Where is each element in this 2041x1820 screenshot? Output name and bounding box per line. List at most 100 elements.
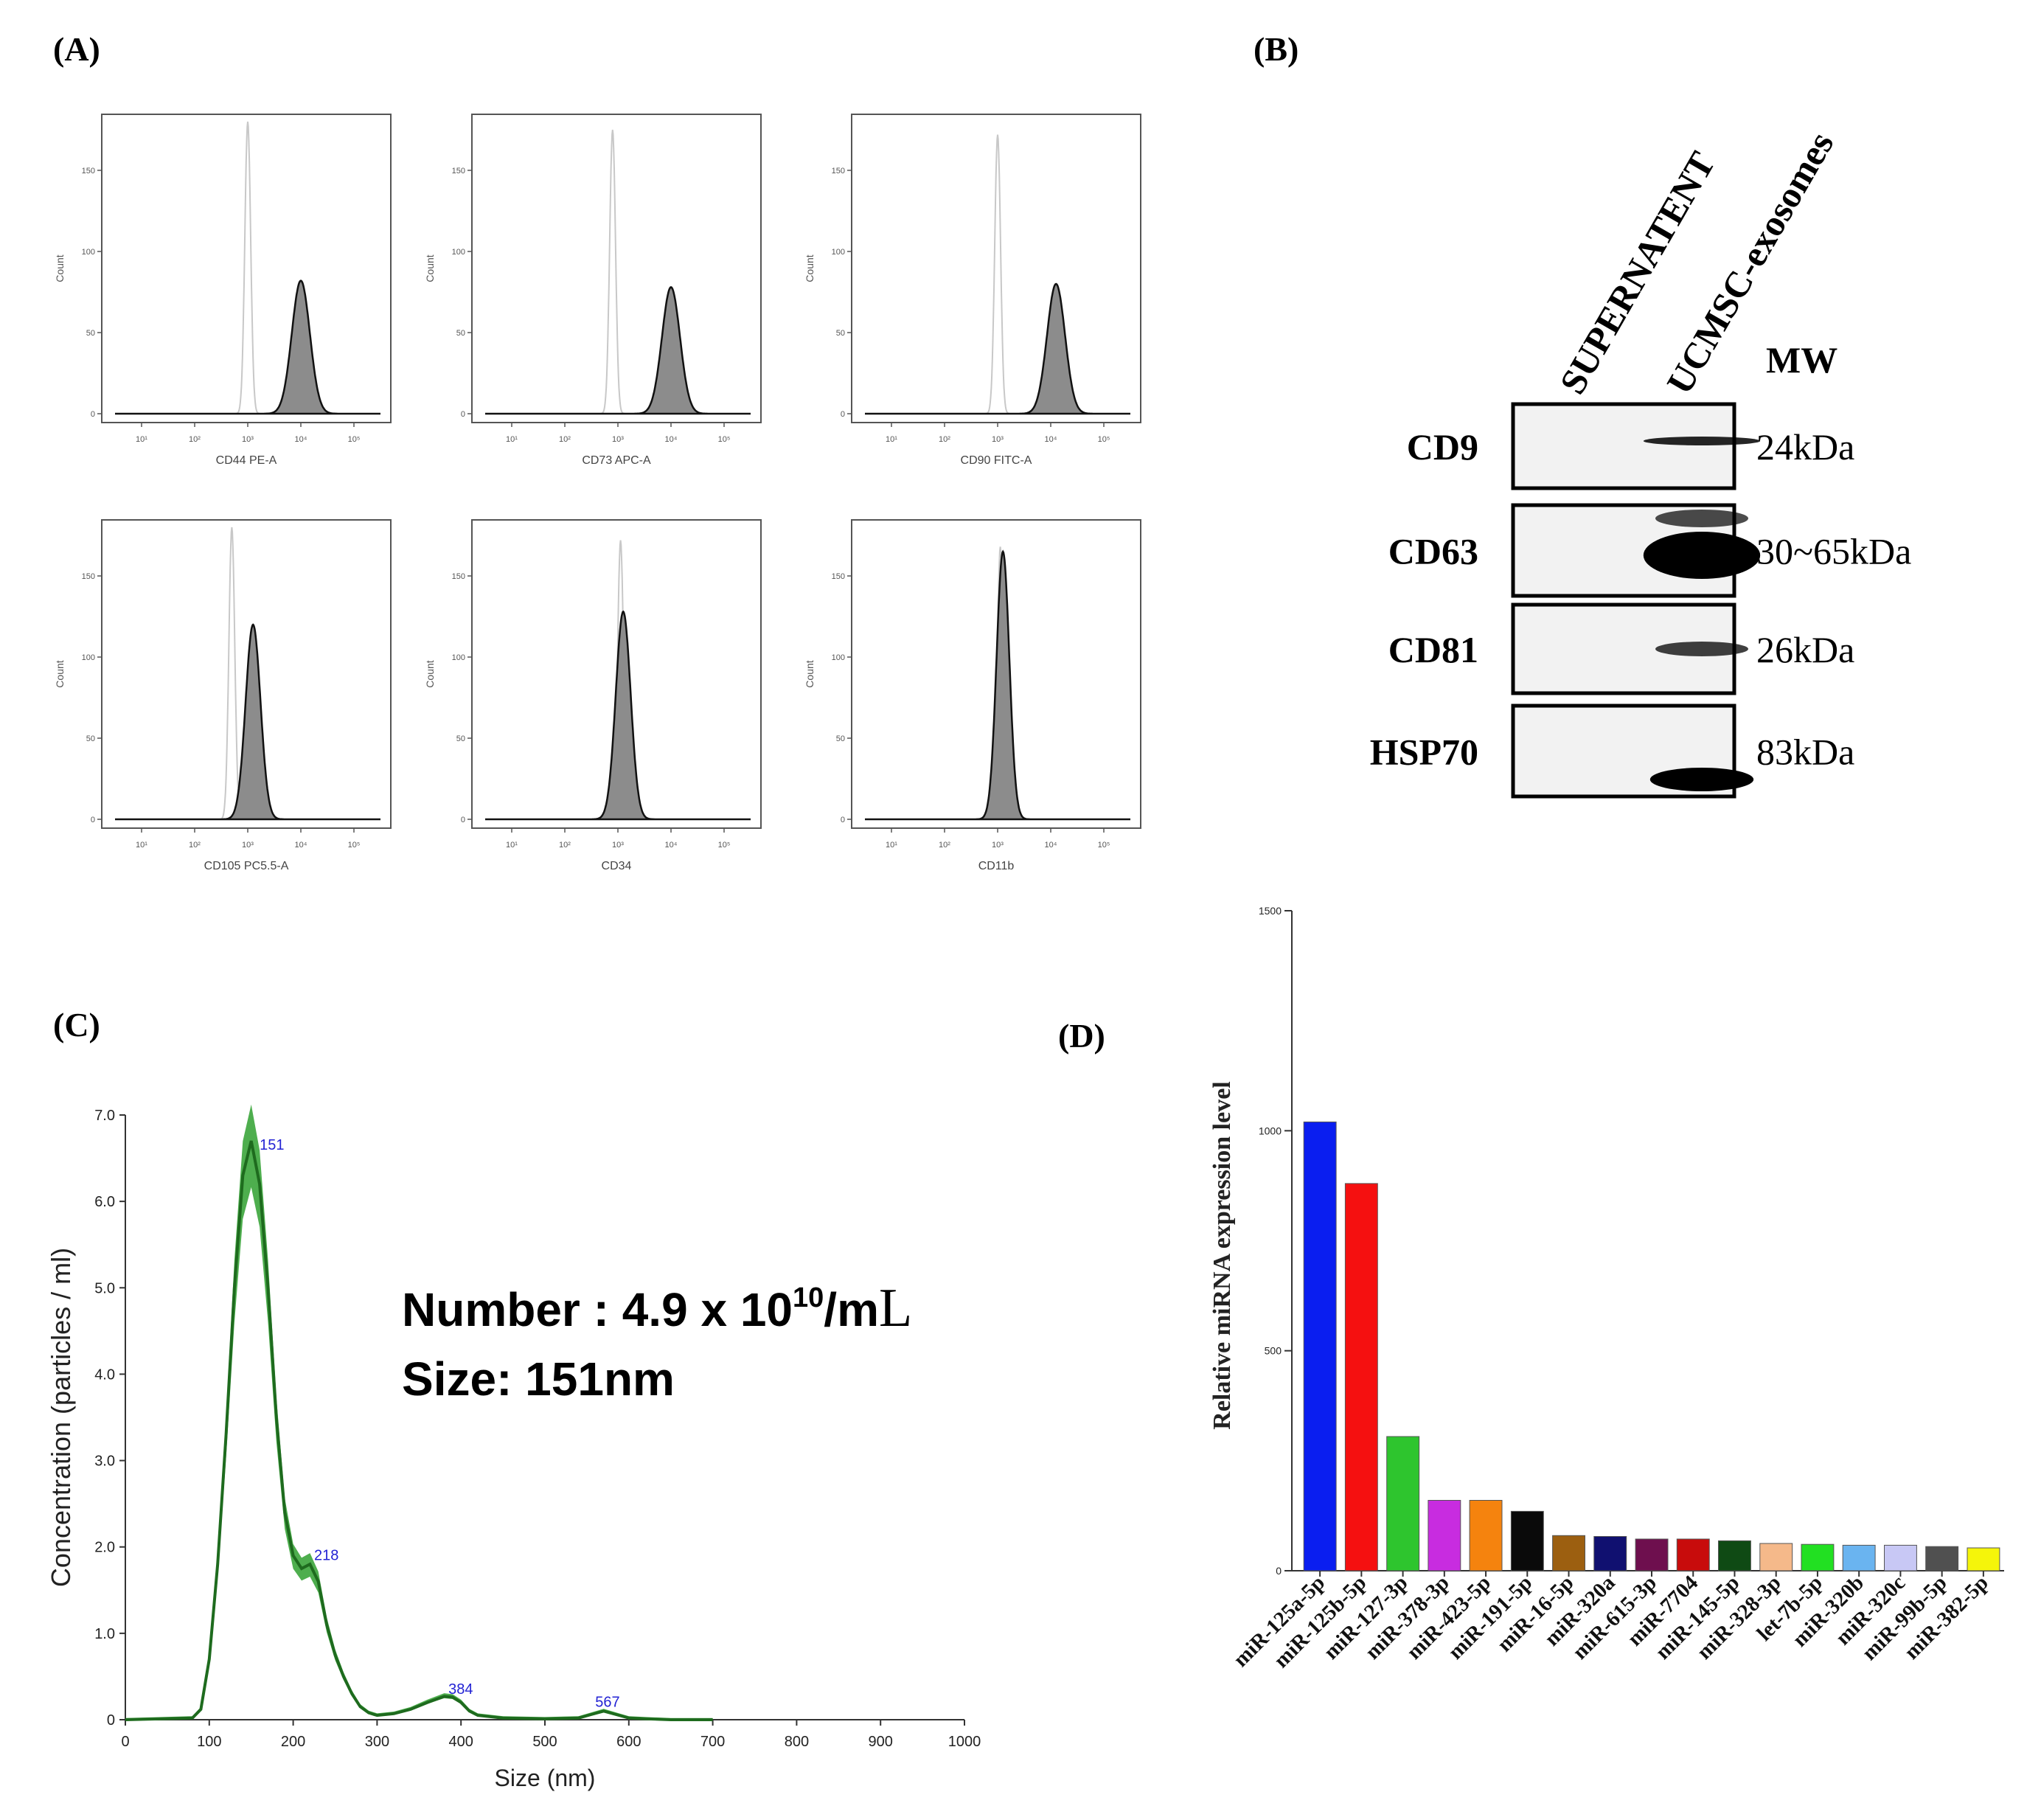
- y-tick-label: 0: [107, 1712, 115, 1729]
- mw-label: 24kDa: [1756, 426, 1854, 468]
- y-tick-label: 100: [452, 653, 465, 662]
- x-tick-label: 10⁴: [1045, 841, 1057, 850]
- y-tick-label: 1000: [1259, 1125, 1282, 1136]
- y-tick-label: 50: [456, 329, 465, 338]
- y-tick-label: 50: [86, 329, 95, 338]
- x-tick-label: 10⁴: [295, 435, 307, 444]
- x-tick-label: 10⁵: [718, 435, 731, 444]
- x-axis-label: CD105 PC5.5-A: [204, 860, 289, 872]
- panel-label-c: (C): [53, 1006, 100, 1043]
- x-tick-label: 10¹: [136, 435, 147, 444]
- x-tick-label: 10²: [939, 841, 950, 850]
- x-tick-label: 10⁴: [295, 841, 307, 850]
- x-tick-label: 10⁵: [1098, 435, 1110, 444]
- y-tick-label: 100: [452, 248, 465, 257]
- mw-header: MW: [1766, 339, 1837, 381]
- western-blot-panel: SUPERNATENT UCMSC-exosomes MW CD9 24kDaCD…: [1370, 125, 1911, 799]
- y-tick-label: 2.0: [94, 1540, 115, 1556]
- x-tick-label: 900: [869, 1734, 893, 1750]
- y-tick-label: 150: [82, 572, 95, 581]
- x-tick-label: 10²: [189, 841, 201, 850]
- y-tick-label: 50: [456, 734, 465, 743]
- bar: [1593, 1536, 1627, 1571]
- y-tick-label: 100: [832, 248, 845, 257]
- x-tick-label: 10³: [612, 435, 624, 444]
- blot-band: [1649, 768, 1754, 791]
- bar: [1718, 1540, 1751, 1571]
- x-tick-label: 10⁵: [1098, 841, 1110, 850]
- x-axis-label: CD90 FITC-A: [961, 454, 1032, 467]
- stained-histogram: [865, 549, 1130, 821]
- bar: [1344, 1183, 1378, 1571]
- blot-band: [1655, 642, 1748, 656]
- bar: [1386, 1436, 1420, 1571]
- bar: [1552, 1535, 1586, 1571]
- y-tick-label: 500: [1265, 1345, 1282, 1357]
- x-axis-label: CD34: [602, 860, 632, 872]
- y-axis-label: Count: [54, 254, 66, 282]
- stained-histogram: [485, 286, 751, 415]
- x-tick-label: 600: [616, 1734, 641, 1750]
- x-axis-label: CD11b: [978, 860, 1015, 872]
- x-tick-label: 10²: [189, 435, 201, 444]
- x-tick-label: 10³: [242, 435, 254, 444]
- x-tick-label: 800: [785, 1734, 809, 1750]
- bar: [1635, 1538, 1669, 1571]
- nta-annotation-exponent: 10: [793, 1282, 824, 1313]
- x-tick-label: 10⁵: [348, 841, 361, 850]
- y-tick-label: 150: [452, 167, 465, 176]
- y-axis-label: Concentration (particles / ml): [46, 1248, 76, 1587]
- y-tick-label: 6.0: [94, 1194, 115, 1210]
- y-tick-label: 0: [841, 816, 845, 824]
- mw-label: 83kDa: [1756, 732, 1854, 773]
- y-tick-label: 3.0: [94, 1453, 115, 1470]
- nta-annotation-size: Size: 151nm: [402, 1352, 675, 1406]
- x-axis-label: Size (nm): [495, 1765, 596, 1791]
- y-tick-label: 0: [91, 410, 95, 419]
- x-tick-label: 10¹: [886, 841, 897, 850]
- stained-histogram: [115, 279, 380, 415]
- panel-label-a: (A): [53, 30, 100, 68]
- y-tick-label: 0: [461, 816, 465, 824]
- panel-label-d: (D): [1058, 1017, 1105, 1055]
- y-tick-label: 50: [86, 734, 95, 743]
- nta-mean-line: [125, 1140, 713, 1721]
- x-tick-label: 10¹: [506, 435, 518, 444]
- nta-annotation-unit-l: L: [879, 1278, 912, 1338]
- blot-band: [1655, 510, 1748, 527]
- protein-label: HSP70: [1370, 732, 1478, 773]
- bar: [1925, 1546, 1959, 1571]
- x-tick-label: 10⁴: [665, 841, 678, 850]
- y-tick-label: 1500: [1259, 905, 1282, 917]
- x-tick-label: 10⁵: [718, 841, 731, 850]
- nta-panel: Number : 4.9 x 1010/mL Size: 151nm 0 1.0 2…: [46, 1104, 981, 1791]
- bar: [1801, 1543, 1835, 1571]
- x-tick-label: 10¹: [506, 841, 518, 850]
- y-tick-label: 50: [836, 329, 845, 338]
- y-axis-label: Count: [804, 254, 816, 282]
- y-axis-label: Count: [424, 660, 436, 687]
- stained-histogram: [865, 282, 1130, 415]
- x-tick-label: 10³: [992, 435, 1004, 444]
- x-tick-label: 0: [121, 1734, 129, 1750]
- bar: [1759, 1543, 1793, 1571]
- y-tick-label: 4.0: [94, 1366, 115, 1383]
- x-tick-label: 200: [281, 1734, 305, 1750]
- y-axis-label: Count: [54, 660, 66, 687]
- x-tick-label: 10²: [939, 435, 950, 444]
- bar: [1676, 1538, 1710, 1571]
- y-axis-label: Count: [424, 254, 436, 282]
- bar: [1469, 1500, 1503, 1571]
- nta-annotation-number: Number : 4.9 x 1010/mL: [402, 1278, 912, 1338]
- x-tick-label: 300: [365, 1734, 389, 1750]
- y-tick-label: 100: [82, 248, 95, 257]
- y-tick-label: 100: [832, 653, 845, 662]
- y-tick-label: 150: [82, 167, 95, 176]
- y-tick-label: 150: [832, 572, 845, 581]
- peak-label: 567: [595, 1694, 619, 1710]
- y-tick-label: 150: [452, 572, 465, 581]
- peak-label: 151: [260, 1137, 284, 1153]
- y-tick-label: 0: [461, 410, 465, 419]
- x-tick-label: 10⁴: [665, 435, 678, 444]
